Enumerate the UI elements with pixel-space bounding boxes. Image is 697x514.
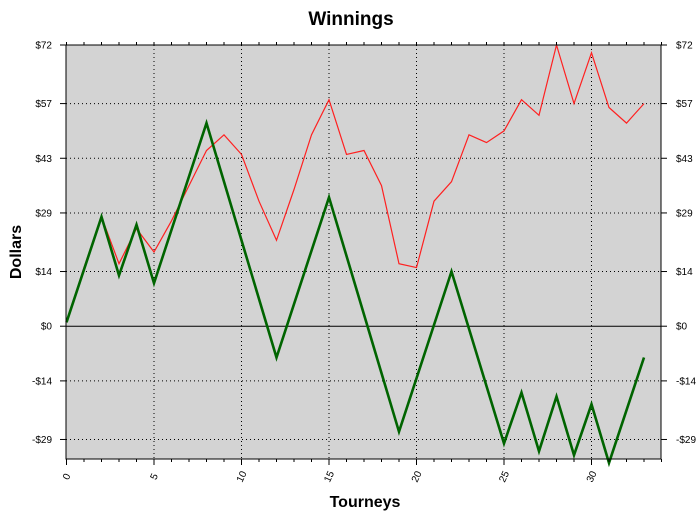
axis-ticks bbox=[60, 42, 667, 465]
x-tick-label: 15 bbox=[322, 469, 337, 484]
y-tick-label-right: $72 bbox=[676, 41, 693, 52]
y-tick-label-left: $14 bbox=[35, 267, 52, 278]
y-tick-label-left: $57 bbox=[35, 99, 52, 110]
x-tick-label: 10 bbox=[235, 469, 250, 484]
grid-lines bbox=[66, 44, 661, 459]
y-tick-label-left: $43 bbox=[35, 154, 52, 165]
x-axis-title: Tourneys bbox=[330, 494, 401, 511]
y-tick-label-right: -$29 bbox=[676, 435, 696, 446]
y-tick-label-right: $57 bbox=[676, 99, 693, 110]
y-tick-label-left: $72 bbox=[35, 41, 52, 52]
y-tick-label-left: -$29 bbox=[32, 435, 52, 446]
series-lines bbox=[65, 42, 646, 468]
y-tick-label-right: $29 bbox=[676, 208, 693, 219]
x-tick-label: 30 bbox=[585, 469, 600, 484]
y-tick-label-right: $0 bbox=[676, 322, 688, 333]
series-line-green bbox=[65, 118, 646, 468]
x-tick-label: 5 bbox=[149, 472, 162, 482]
y-tick-label-left: $0 bbox=[41, 322, 53, 333]
plot-area bbox=[66, 45, 661, 459]
y-tick-label-left: -$14 bbox=[32, 376, 52, 387]
chart-title: Winnings bbox=[308, 9, 393, 30]
x-tick-label: 0 bbox=[61, 472, 74, 482]
x-tick-label: 20 bbox=[410, 469, 425, 484]
y-tick-label-right: $43 bbox=[676, 154, 693, 165]
y-tick-label-right: $14 bbox=[676, 267, 693, 278]
series-line-red bbox=[65, 42, 645, 323]
tick-labels: $72 $72 $57 $57 $43 $43 $29 $29 $14 $14 $0 $0 -$14 -$… bbox=[32, 41, 696, 485]
x-tick-label: 25 bbox=[497, 469, 512, 484]
y-tick-label-left: $29 bbox=[35, 208, 52, 219]
y-axis-title: Dollars bbox=[8, 225, 25, 279]
y-tick-label-right: -$14 bbox=[676, 376, 696, 387]
